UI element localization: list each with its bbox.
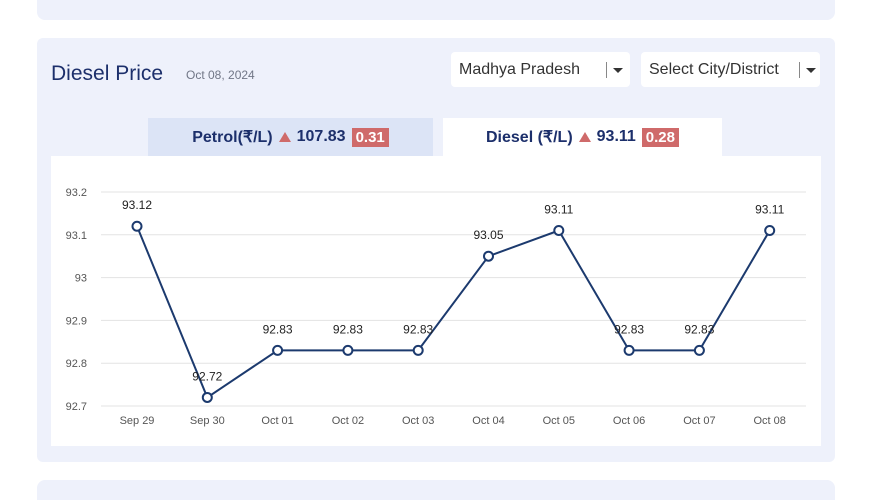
data-point: [412, 344, 424, 356]
x-tick-label: Oct 04: [472, 415, 504, 427]
chevron-down-icon[interactable]: [806, 68, 816, 73]
select-separator: [799, 62, 800, 78]
city-select-value: Select City/District: [649, 61, 779, 78]
x-tick-label: Oct 08: [753, 415, 785, 427]
tab-diesel[interactable]: Diesel (₹/L) 93.11 0.28: [443, 118, 722, 156]
x-tick-label: Oct 05: [543, 415, 575, 427]
data-point: [553, 225, 565, 237]
up-arrow-icon: [278, 132, 291, 142]
data-point: [342, 344, 354, 356]
state-select[interactable]: Madhya Pradesh: [451, 52, 630, 87]
data-point: [131, 220, 143, 232]
data-label: 93.11: [755, 203, 784, 217]
y-tick-label: 93.1: [66, 230, 87, 242]
up-arrow-icon: [578, 132, 591, 142]
tab-diesel-label: Diesel (₹/L): [486, 129, 573, 146]
next-card: [37, 480, 835, 500]
select-separator: [606, 62, 607, 78]
tab-diesel-price: 93.11: [596, 128, 636, 145]
data-label: 92.83: [614, 322, 644, 336]
data-label: 92.83: [684, 322, 714, 336]
data-point: [623, 344, 635, 356]
y-tick-label: 92.8: [66, 358, 87, 370]
x-tick-label: Sep 29: [120, 415, 155, 427]
series-line: [136, 225, 771, 399]
data-label: 92.72: [192, 369, 222, 383]
tab-petrol[interactable]: Petrol(₹/L) 107.83 0.31: [148, 118, 433, 156]
data-label: 93.05: [473, 228, 503, 242]
data-point: [201, 391, 213, 403]
y-tick-label: 93: [75, 273, 87, 285]
price-line-chart: 93.2 93.1 93 92.9 92.8 92.7 Sep 29 Sep 30 Oct 01…: [66, 187, 806, 427]
page-title: Diesel Price: [51, 62, 164, 85]
tab-petrol-label: Petrol(₹/L): [192, 129, 273, 146]
x-tick-label: Oct 02: [332, 415, 364, 427]
city-select[interactable]: Select City/District: [641, 52, 820, 87]
y-tick-label: 93.2: [66, 187, 87, 199]
y-tick-label: 92.7: [66, 401, 87, 413]
data-label: 92.83: [403, 322, 433, 336]
price-date: Oct 08, 2024: [186, 68, 255, 82]
data-label: 93.12: [122, 198, 152, 212]
data-point: [764, 225, 776, 237]
x-tick-label: Oct 03: [402, 415, 434, 427]
chart-area: 93.2 93.1 93 92.9 92.8 92.7 Sep 29 Sep 30 Oct 01…: [51, 156, 821, 446]
state-select-value: Madhya Pradesh: [459, 61, 580, 78]
x-tick-label: Oct 06: [613, 415, 645, 427]
tab-petrol-change-badge: 0.31: [351, 127, 389, 147]
data-point: [483, 250, 494, 262]
x-tick-label: Oct 07: [683, 415, 715, 427]
tab-petrol-price: 107.83: [296, 128, 346, 145]
chevron-down-icon[interactable]: [613, 68, 623, 73]
tab-diesel-change-badge: 0.28: [641, 127, 679, 147]
y-tick-label: 92.9: [66, 315, 87, 327]
data-point: [693, 344, 705, 356]
previous-card: [37, 0, 835, 20]
x-tick-label: Oct 01: [261, 415, 293, 427]
data-label: 92.83: [263, 322, 293, 336]
data-label: 92.83: [333, 322, 363, 336]
data-point: [272, 344, 284, 356]
x-tick-label: Sep 30: [190, 415, 225, 427]
data-label: 93.11: [544, 203, 573, 217]
diesel-price-card: Diesel Price Oct 08, 2024 Madhya Pradesh…: [37, 38, 835, 462]
